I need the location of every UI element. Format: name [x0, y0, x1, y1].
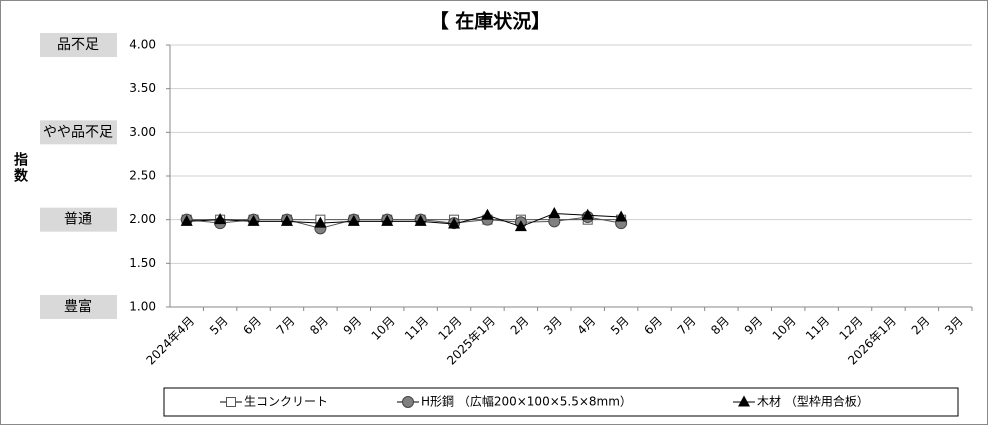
y-axis-label: 指数 [12, 151, 28, 184]
y-tick-label: 2.00 [129, 212, 156, 226]
level-box [40, 295, 117, 319]
y-tick-label: 2.50 [129, 169, 156, 183]
legend-marker [402, 396, 414, 408]
y-tick-label: 1.00 [129, 300, 156, 314]
level-box [40, 33, 117, 57]
legend-marker [226, 397, 236, 407]
level-label: 品不足 [57, 37, 99, 53]
chart-title: 【 在庫状況】 [430, 10, 551, 33]
series-line [186, 213, 622, 228]
marker [180, 214, 193, 226]
legend-marker [738, 395, 750, 407]
legend-label: H形鋼 （広幅200×100×5.5×8mm） [421, 394, 632, 409]
legend-label: 生コンクリート [244, 395, 328, 409]
legend-label: 木材 （型枠用合板） [757, 394, 869, 409]
marker [414, 214, 427, 226]
marker [481, 208, 494, 220]
legend-box [163, 387, 959, 417]
y-tick-label: 1.50 [129, 256, 156, 270]
marker [581, 208, 594, 220]
marker [280, 214, 293, 226]
level-box [40, 120, 117, 145]
marker [615, 210, 628, 222]
marker [514, 220, 527, 232]
level-label: 豊富 [64, 298, 92, 315]
y-tick-label: 3.50 [129, 81, 156, 95]
level-box [40, 207, 117, 232]
marker [247, 214, 260, 226]
marker [448, 217, 461, 229]
marker [381, 214, 394, 226]
level-label: 普通 [64, 212, 92, 228]
marker [548, 207, 561, 219]
marker [314, 216, 327, 228]
marker [214, 213, 227, 225]
y-tick-label: 3.00 [129, 125, 156, 139]
y-tick-label: 4.00 [129, 38, 156, 52]
marker [347, 214, 360, 226]
level-label: やや品不足 [43, 124, 113, 140]
